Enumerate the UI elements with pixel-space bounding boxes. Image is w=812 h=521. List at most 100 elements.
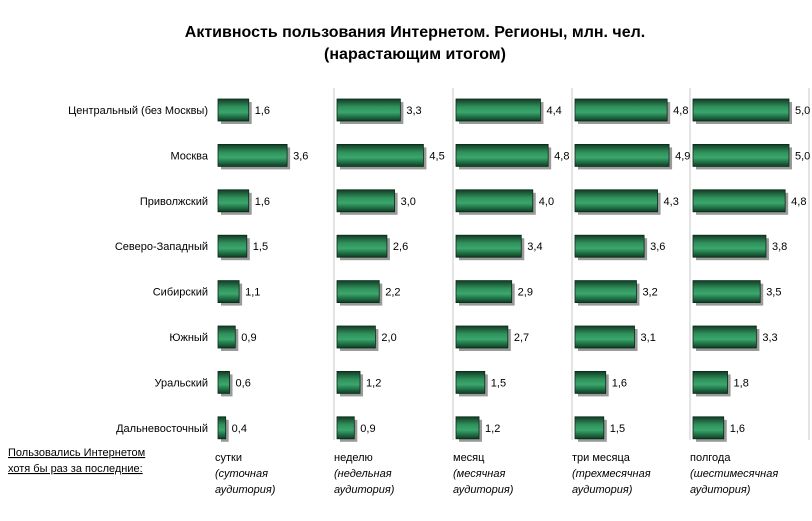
bar bbox=[455, 189, 534, 213]
audience-label: (шестимесячная bbox=[690, 468, 778, 480]
period-label: неделю bbox=[334, 452, 373, 464]
bar bbox=[455, 143, 549, 167]
note-line-2: хотя бы раз за последние: bbox=[8, 463, 143, 475]
data-label: 1,5 bbox=[253, 241, 268, 253]
data-label: 1,5 bbox=[491, 377, 506, 389]
period-label: полгода bbox=[690, 452, 731, 464]
region-label: Северо-Западный bbox=[115, 241, 208, 253]
bar bbox=[217, 98, 250, 122]
bar bbox=[574, 143, 670, 167]
bar bbox=[217, 416, 227, 440]
data-label: 4,8 bbox=[791, 196, 806, 208]
data-label: 3,2 bbox=[642, 287, 657, 299]
data-label: 1,5 bbox=[610, 423, 625, 435]
audience-label: (недельная bbox=[334, 468, 392, 480]
bar bbox=[336, 234, 388, 258]
data-label: 0,4 bbox=[232, 423, 247, 435]
bar bbox=[336, 280, 380, 304]
region-label: Приволжский bbox=[140, 196, 208, 208]
data-label: 1,6 bbox=[730, 423, 745, 435]
chart-subtitle: (нарастающим итогом) bbox=[324, 46, 506, 63]
region-label: Сибирский bbox=[153, 287, 208, 299]
data-label: 2,7 bbox=[514, 332, 529, 344]
bar bbox=[692, 234, 767, 258]
bar bbox=[336, 143, 424, 167]
data-label: 4,4 bbox=[546, 105, 561, 117]
period-label: три месяца bbox=[572, 452, 631, 464]
bar bbox=[574, 189, 658, 213]
data-label: 3,6 bbox=[293, 150, 308, 162]
bar bbox=[692, 98, 790, 122]
bar bbox=[217, 325, 236, 349]
data-label: 0,9 bbox=[360, 423, 375, 435]
bar bbox=[217, 189, 250, 213]
data-label: 2,6 bbox=[393, 241, 408, 253]
data-label: 3,0 bbox=[401, 196, 416, 208]
bar bbox=[455, 325, 509, 349]
chart-title: Активность пользования Интернетом. Регио… bbox=[185, 24, 645, 41]
bar bbox=[692, 416, 725, 440]
bar bbox=[217, 143, 288, 167]
data-label: 4,9 bbox=[675, 150, 690, 162]
region-label: Уральский bbox=[155, 377, 208, 389]
note-line-1: Пользовались Интернетом bbox=[8, 447, 145, 459]
data-label: 3,8 bbox=[772, 241, 787, 253]
data-label: 2,9 bbox=[518, 287, 533, 299]
bar bbox=[692, 280, 761, 304]
region-labels: Центральный (без Москвы) Москва Приволжски… bbox=[68, 105, 209, 435]
bar bbox=[574, 370, 607, 394]
bars-layer: 1,6 3,6 1,6 1,5 1,1 0,9 0,6 0,4 3,3 4,5 3,0 2,6 2,2 2… bbox=[217, 98, 810, 442]
bar bbox=[692, 325, 757, 349]
bar bbox=[455, 370, 486, 394]
data-label: 3,4 bbox=[527, 241, 542, 253]
audience-label: аудитория) bbox=[215, 484, 276, 496]
bar bbox=[455, 416, 480, 440]
data-label: 3,1 bbox=[641, 332, 656, 344]
data-label: 1,6 bbox=[255, 105, 270, 117]
period-label: сутки bbox=[215, 452, 242, 464]
data-label: 1,6 bbox=[255, 196, 270, 208]
data-label: 5,0 bbox=[795, 150, 810, 162]
bar bbox=[692, 143, 790, 167]
bar bbox=[455, 98, 541, 122]
audience-label: (трехмесячная bbox=[572, 468, 651, 480]
period-labels: сутки (суточная аудитория) неделю (недельная… bbox=[215, 452, 778, 496]
audience-label: аудитория) bbox=[690, 484, 751, 496]
audience-label: аудитория) bbox=[453, 484, 514, 496]
data-label: 0,9 bbox=[241, 332, 256, 344]
data-label: 1,2 bbox=[366, 377, 381, 389]
data-label: 3,5 bbox=[766, 287, 781, 299]
data-label: 1,6 bbox=[612, 377, 627, 389]
bar bbox=[574, 325, 635, 349]
bar bbox=[455, 280, 513, 304]
region-label: Центральный (без Москвы) bbox=[68, 105, 208, 117]
data-label: 4,5 bbox=[429, 150, 444, 162]
bar bbox=[574, 280, 637, 304]
data-label: 4,8 bbox=[673, 105, 688, 117]
data-label: 1,2 bbox=[485, 423, 500, 435]
region-label: Москва bbox=[170, 150, 208, 162]
data-label: 4,0 bbox=[539, 196, 554, 208]
region-label: Южный bbox=[169, 332, 208, 344]
bar bbox=[336, 370, 361, 394]
bar bbox=[336, 189, 395, 213]
bar bbox=[217, 280, 240, 304]
bar bbox=[574, 416, 605, 440]
data-label: 3,6 bbox=[650, 241, 665, 253]
data-label: 4,8 bbox=[554, 150, 569, 162]
data-label: 2,0 bbox=[381, 332, 396, 344]
audience-label: (суточная bbox=[215, 468, 268, 480]
audience-label: аудитория) bbox=[334, 484, 395, 496]
panel-separators bbox=[333, 88, 810, 440]
data-label: 2,2 bbox=[385, 287, 400, 299]
period-label: месяц bbox=[453, 452, 485, 464]
region-label: Дальневосточный bbox=[116, 423, 208, 435]
data-label: 1,8 bbox=[734, 377, 749, 389]
audience-label: (месячная bbox=[453, 468, 505, 480]
bar bbox=[336, 416, 355, 440]
audience-label: аудитория) bbox=[572, 484, 633, 496]
bar bbox=[574, 98, 668, 122]
data-label: 3,3 bbox=[762, 332, 777, 344]
bar bbox=[692, 370, 728, 394]
